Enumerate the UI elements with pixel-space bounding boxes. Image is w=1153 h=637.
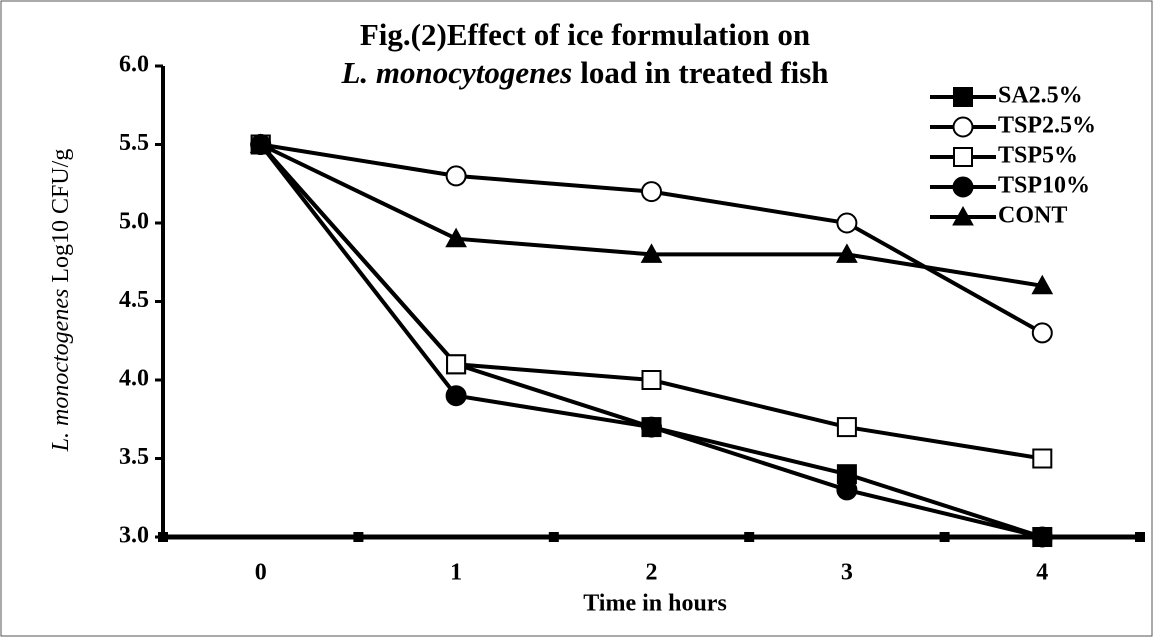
data-point	[445, 385, 467, 407]
y-tick-label: 5.0	[119, 209, 149, 235]
data-point	[1031, 274, 1054, 295]
y-axis-label: L. monoctogenes Log10 CFU/g	[48, 149, 74, 453]
data-point	[641, 416, 662, 438]
legend-label: SA2.5%	[998, 83, 1083, 109]
y-tick-label: 6.0	[119, 52, 149, 78]
x-boundary-tick	[1135, 532, 1145, 542]
legend-marker	[953, 87, 973, 107]
data-point	[641, 370, 662, 390]
data-point	[640, 243, 663, 263]
data-point	[1031, 526, 1053, 548]
x-boundary-tick	[353, 532, 364, 542]
y-tick-label: 5.5	[119, 130, 149, 156]
x-tick-label: 1	[450, 560, 462, 586]
title-rest: load in treated fish	[580, 55, 828, 90]
legend-marker	[953, 147, 973, 167]
x-tick-label: 3	[841, 560, 853, 586]
x-tick-label: 4	[1036, 560, 1048, 586]
legend-marker	[952, 205, 974, 226]
x-boundary-tick	[548, 532, 559, 542]
x-boundary-tick	[744, 532, 755, 542]
data-point	[641, 181, 662, 203]
data-point	[836, 417, 857, 438]
y-label-rest: Log10 CFU/g	[48, 149, 74, 283]
y-tick-label: 3.5	[119, 444, 149, 470]
x-boundary-tick	[939, 532, 950, 542]
chart-title: L. monocytogenes load in treated fish	[340, 55, 828, 90]
y-label-italic: L. monoctogenes	[48, 289, 74, 453]
chart-title: Fig.(2)Effect of ice formulation on	[360, 17, 810, 52]
y-tick-label: 4.0	[119, 366, 149, 392]
legend-marker	[952, 176, 974, 198]
data-point	[445, 165, 467, 187]
data-point	[1032, 448, 1053, 469]
data-point	[836, 479, 858, 501]
legend-label: TSP2.5%	[998, 113, 1096, 139]
title-italic: L. monocytogenes	[340, 55, 572, 90]
data-point	[836, 212, 858, 234]
data-point	[249, 133, 272, 153]
legend-label: CONT	[998, 203, 1067, 229]
x-tick-label: 0	[255, 560, 267, 586]
data-point	[446, 354, 467, 375]
data-point	[1031, 322, 1053, 344]
x-tick-label: 2	[646, 560, 658, 586]
x-axis-label: Time in hours	[583, 591, 727, 617]
y-tick-label: 4.5	[119, 287, 149, 313]
data-point	[836, 243, 858, 263]
legend-label: TSP5%	[998, 143, 1078, 169]
legend-label: TSP10%	[998, 173, 1090, 199]
legend-marker	[952, 116, 974, 138]
data-point	[445, 227, 467, 248]
y-tick-label: 3.0	[119, 523, 149, 549]
